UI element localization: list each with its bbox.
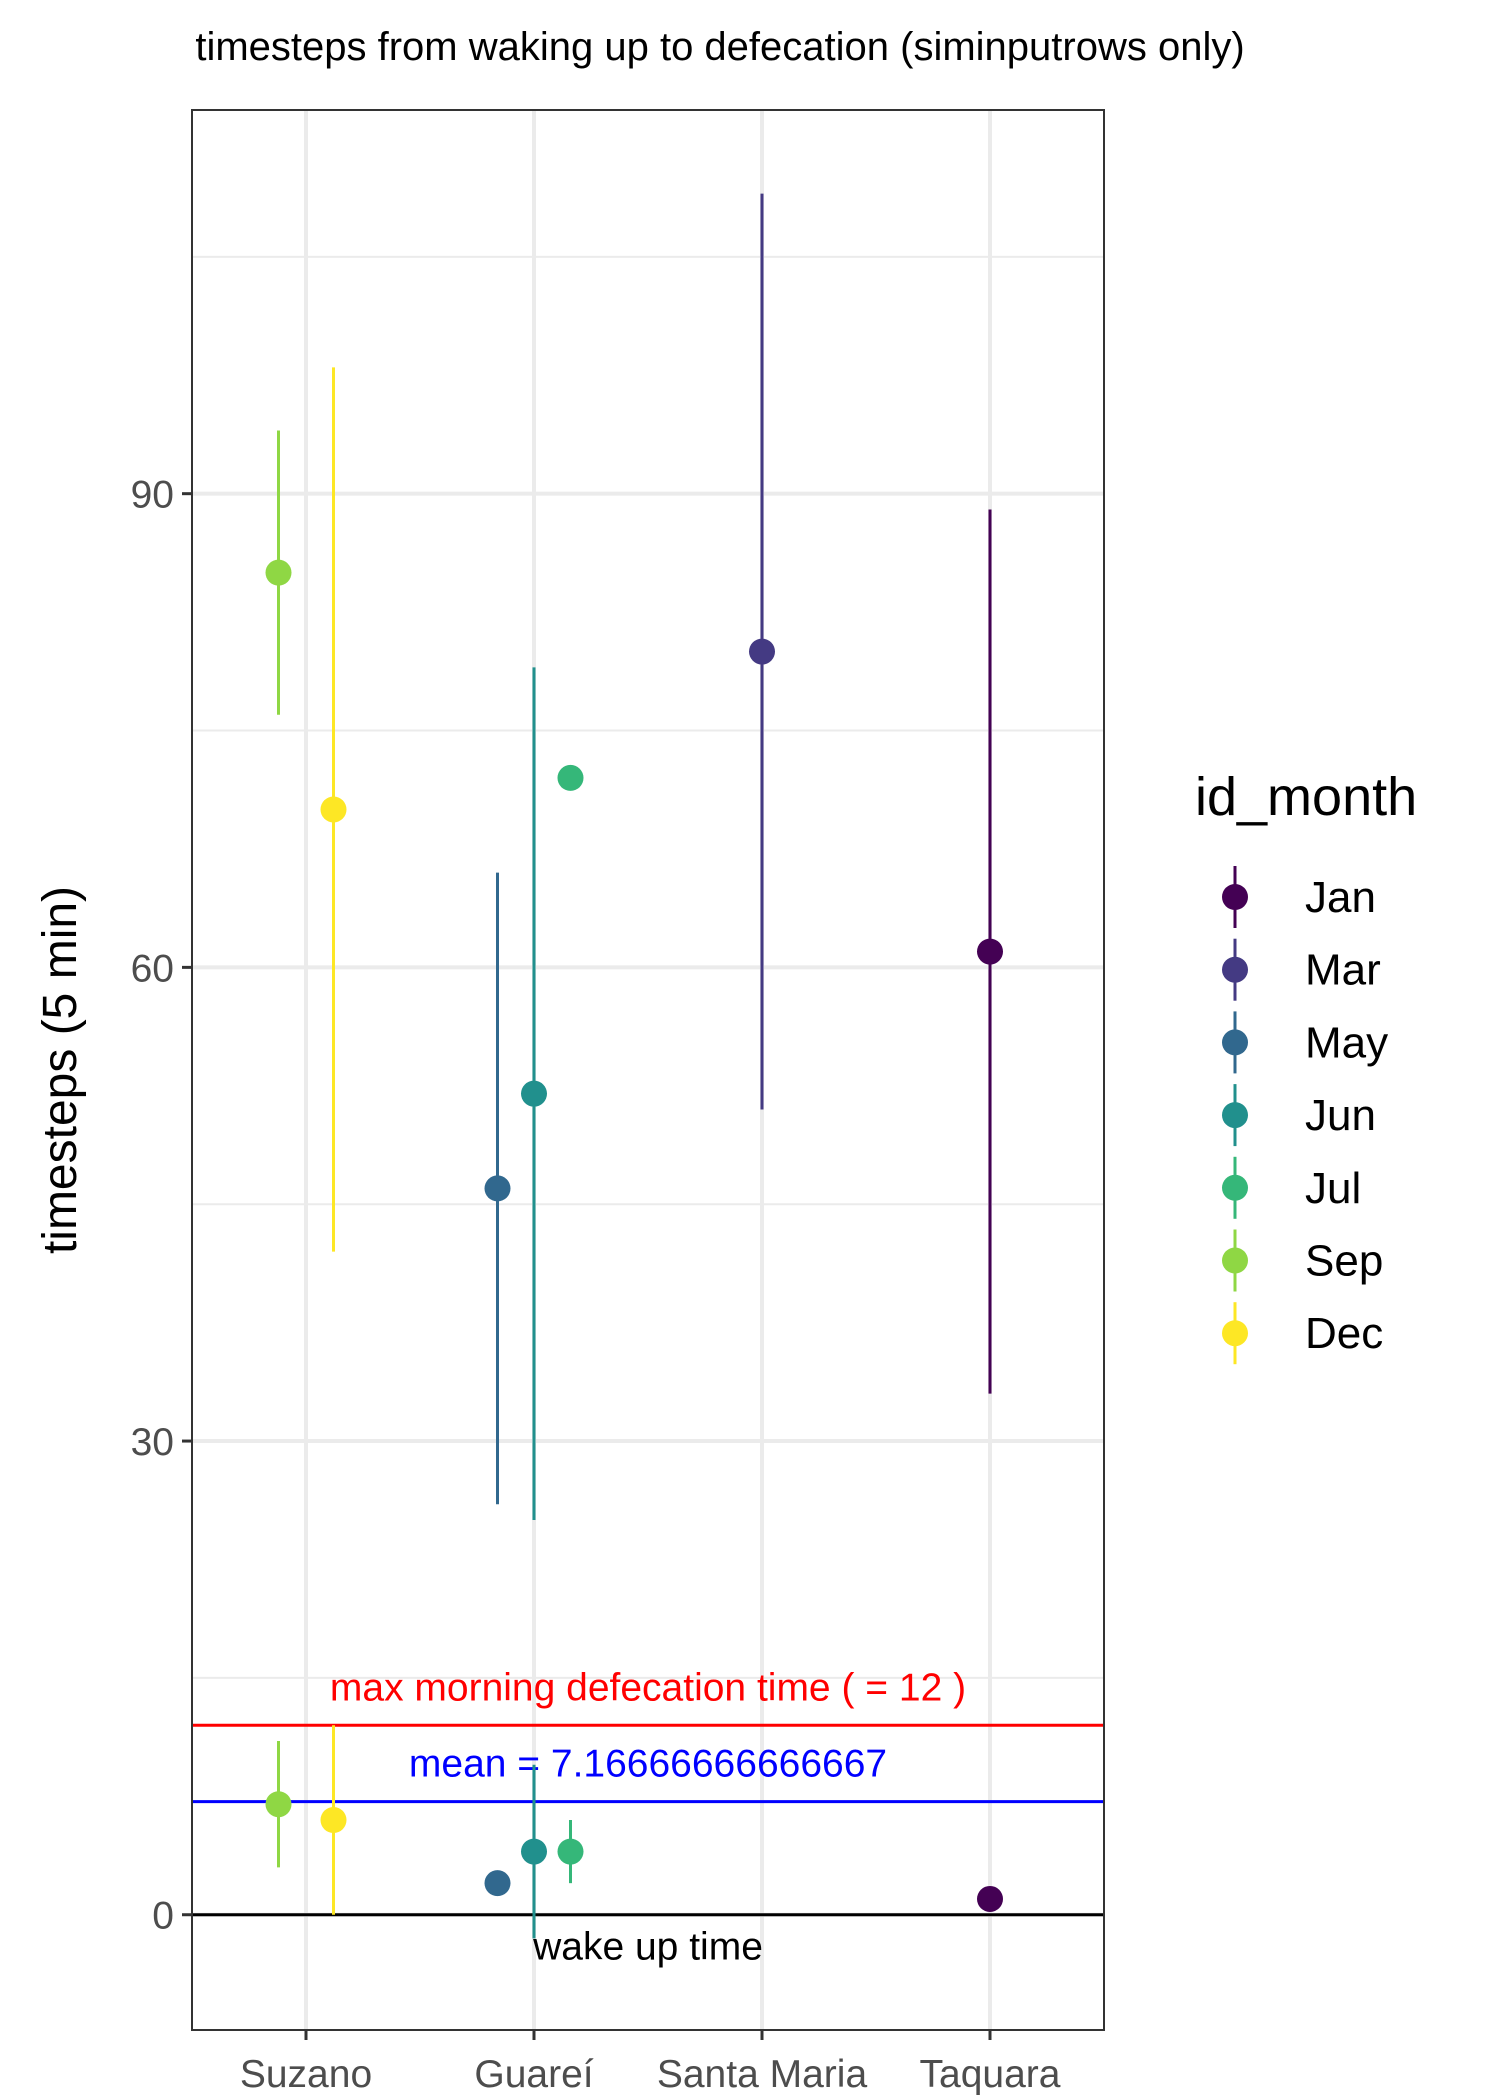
point-may-guarei-0	[484, 1175, 511, 1202]
legend-key-point-jun	[1222, 1102, 1248, 1129]
legend-label-mar: Mar	[1305, 946, 1381, 995]
x-tick-label-guarei: Guareí	[474, 2053, 593, 2096]
point-dec-suzano-0	[320, 796, 347, 823]
legend-label-jun: Jun	[1305, 1091, 1376, 1140]
legend: id_month Jan Mar May Jun Jul Sep Dec	[1195, 767, 1417, 1365]
reference-label-1: mean = 7.16666666666667	[409, 1743, 887, 1786]
x-tick-label-taquara: Taquara	[920, 2053, 1061, 2096]
legend-key-point-dec	[1222, 1320, 1248, 1347]
point-jun-guarei-1	[521, 1838, 547, 1865]
legend-item-jun: Jun	[1222, 1084, 1376, 1147]
point-sep-suzano-0	[265, 559, 292, 586]
legend-key-point-jan	[1222, 884, 1248, 910]
legend-label-jul: Jul	[1305, 1164, 1361, 1213]
y-tick-label: 0	[152, 1895, 174, 1938]
legend-title: id_month	[1195, 767, 1417, 827]
panel-background	[192, 110, 1104, 2030]
legend-item-jul: Jul	[1222, 1156, 1361, 1219]
y-tick-label: 30	[131, 1421, 174, 1464]
chart-title: timesteps from waking up to defecation (…	[195, 25, 1244, 69]
panel-border	[191, 109, 1105, 2031]
point-jul-guarei-0	[557, 764, 584, 791]
point-sep-suzano-1	[265, 1791, 292, 1818]
point-dec-suzano-1	[320, 1807, 347, 1833]
reference-label-0: max morning defecation time ( = 12 )	[330, 1666, 966, 1709]
legend-key-point-mar	[1222, 956, 1248, 983]
legend-key-point-may	[1222, 1029, 1248, 1056]
legend-item-sep: Sep	[1222, 1229, 1383, 1292]
legend-item-may: May	[1222, 1011, 1388, 1074]
x-tick-label-santa-maria: Santa Maria	[657, 2053, 868, 2096]
legend-label-sep: Sep	[1305, 1237, 1383, 1286]
y-tick-label: 90	[131, 474, 174, 517]
x-tick-label-suzano: Suzano	[240, 2053, 372, 2096]
point-mar-santa-maria-0	[749, 638, 775, 665]
point-jun-guarei-0	[521, 1080, 547, 1107]
legend-item-dec: Dec	[1222, 1302, 1383, 1365]
plot-panel: max morning defecation time ( = 12 ) mean…	[131, 109, 1105, 2096]
legend-key-point-jul	[1222, 1174, 1248, 1201]
y-tick-label: 60	[131, 947, 174, 990]
legend-item-mar: Mar	[1222, 938, 1381, 1001]
legend-label-may: May	[1305, 1018, 1388, 1067]
legend-label-jan: Jan	[1305, 873, 1376, 922]
reference-label-2: wake up time	[532, 1926, 763, 1969]
legend-item-jan: Jan	[1222, 866, 1376, 928]
point-jul-guarei-1	[557, 1838, 584, 1865]
point-jan-taquara-1	[977, 1885, 1003, 1912]
legend-label-dec: Dec	[1305, 1309, 1383, 1358]
legend-key-point-sep	[1222, 1247, 1248, 1274]
point-jan-taquara-0	[977, 938, 1003, 965]
point-may-guarei-1	[484, 1870, 511, 1897]
y-axis-label: timesteps (5 min)	[34, 886, 87, 1254]
